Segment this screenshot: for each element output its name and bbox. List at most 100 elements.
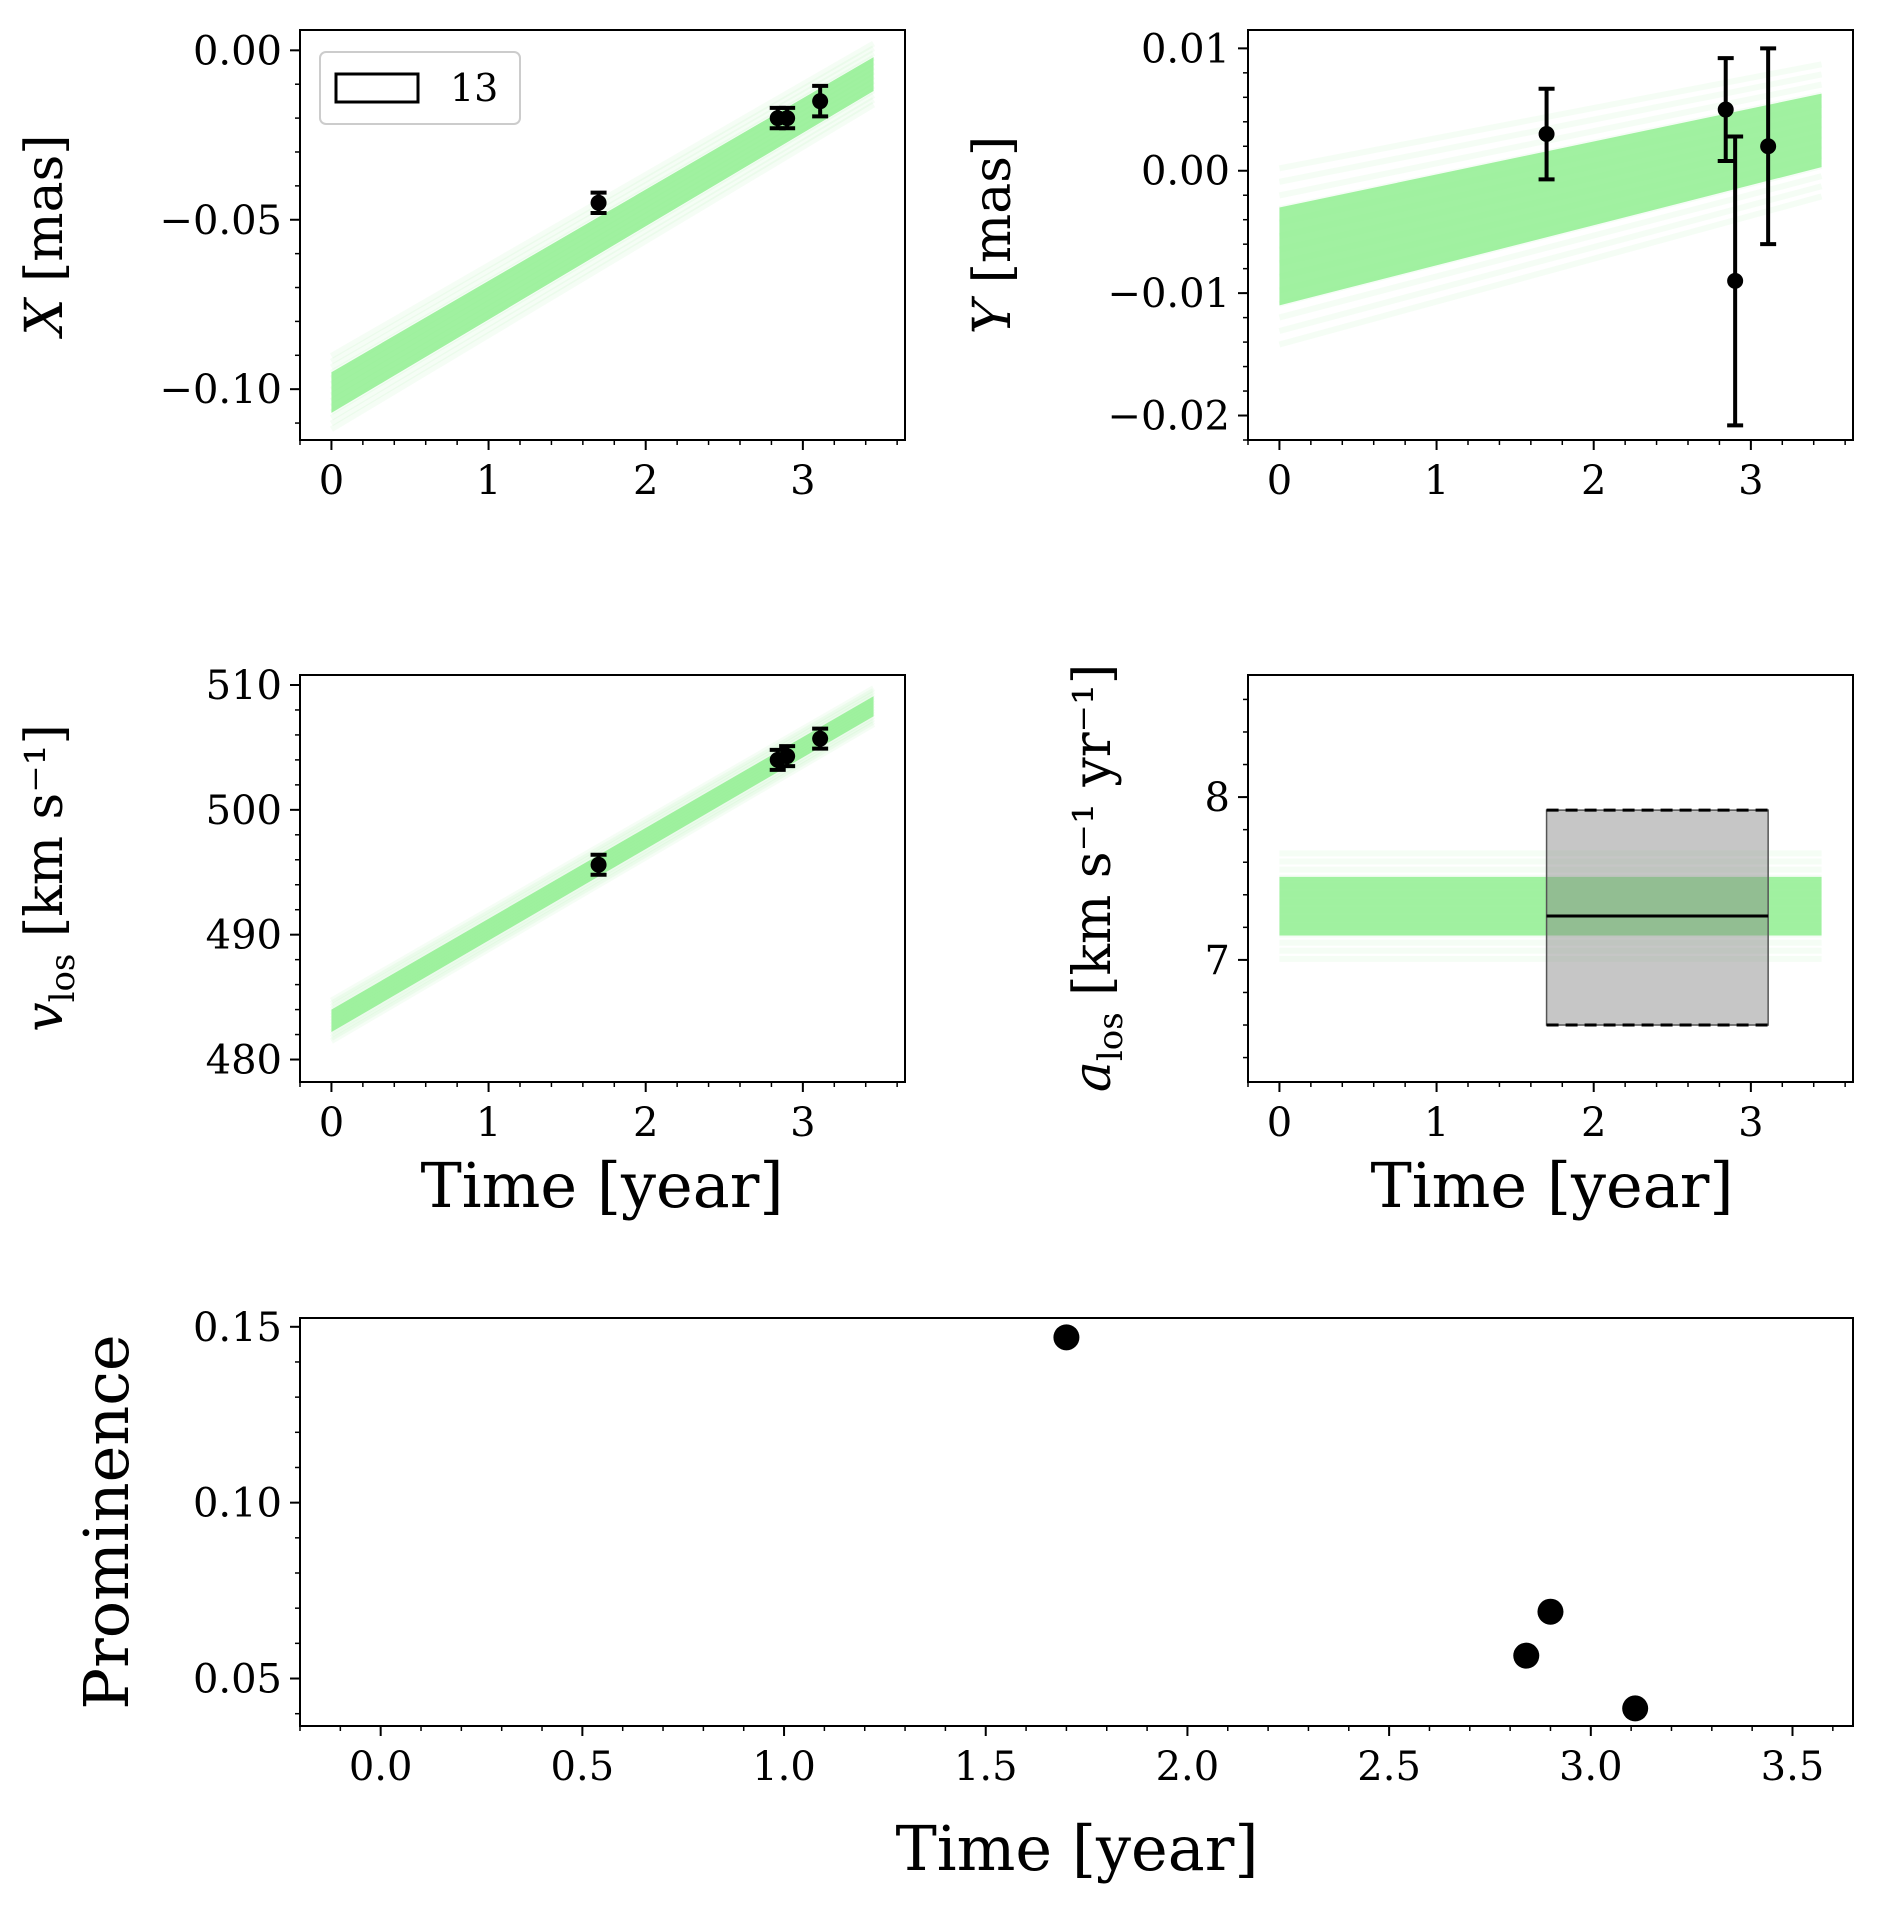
data-point — [779, 110, 796, 127]
posterior-sample-line — [1278, 173, 1823, 321]
x-tick-label: 2 — [1581, 458, 1606, 504]
data-points — [1538, 46, 1777, 428]
y-axis-subscript: los — [1091, 1012, 1131, 1061]
y-tick-label: 510 — [206, 663, 282, 709]
x-tick-label: 3 — [1738, 1100, 1763, 1146]
y-axis-subscript: los — [43, 954, 83, 1003]
data-point — [1513, 1642, 1540, 1669]
x-tick-label: 3.0 — [1559, 1744, 1623, 1790]
y-tick-label: 500 — [206, 788, 282, 834]
x-tick-label: 1.0 — [752, 1744, 816, 1790]
x-tick-label: 1.5 — [954, 1744, 1018, 1790]
x-tick-label: 0 — [1267, 1100, 1292, 1146]
data-point — [812, 730, 829, 747]
data-point — [1053, 1324, 1080, 1351]
data-points — [1053, 1324, 1649, 1722]
axes-frame — [299, 1317, 1854, 1727]
x-tick-label: 2 — [1581, 1100, 1606, 1146]
plot-area — [1278, 46, 1823, 428]
legend-label: 13 — [450, 66, 498, 110]
y-axis-symbol: a — [1063, 1061, 1123, 1092]
axes-frame — [299, 674, 906, 1083]
panel-line-of-sight-velocity: 0 1 2 3 480 490 500 510 vlos [km s⁻¹] — [15, 663, 906, 1146]
x-tick-label: 0 — [319, 1100, 344, 1146]
y-axis-symbol: Prominence — [70, 1334, 143, 1709]
y-tick-label: −0.10 — [159, 367, 282, 413]
x-axis-title-middle-right: Time [year] — [1370, 1149, 1733, 1222]
y-axis-symbol: Y — [963, 295, 1023, 334]
y-axis-unit: [km s⁻¹ yr⁻¹] — [1063, 664, 1123, 1013]
posterior-sample-line — [329, 688, 876, 1007]
posterior-sample-line — [1278, 61, 1823, 172]
posterior-sample-line — [329, 685, 876, 1004]
y-tick-label: 0.01 — [1141, 26, 1230, 72]
plot-area — [329, 40, 876, 432]
legend-swatch — [334, 72, 420, 104]
x-axis-ticks: 0 1 2 3 — [299, 440, 898, 504]
y-tick-label: 0.00 — [193, 28, 282, 74]
data-point — [1717, 101, 1734, 118]
x-tick-label: 1 — [1424, 1100, 1449, 1146]
x-tick-label: 1 — [476, 458, 501, 504]
x-tick-label: 2.5 — [1357, 1744, 1421, 1790]
y-axis-unit: [mas] — [963, 136, 1023, 300]
y-tick-label: 0.00 — [1141, 149, 1230, 195]
posterior-sample-line — [1278, 193, 1823, 348]
x-tick-label: 1 — [1424, 458, 1449, 504]
x-tick-label: 3 — [790, 458, 815, 504]
data-points — [590, 726, 829, 877]
y-axis-ticks: 480 490 500 510 — [206, 663, 300, 1084]
y-axis-title: Prominence — [70, 1334, 143, 1709]
plot-area — [1279, 808, 1822, 1027]
posterior-band — [1279, 850, 1822, 962]
posterior-band-core — [1279, 876, 1822, 936]
x-tick-label: 3 — [1738, 458, 1763, 504]
y-tick-label: 0.10 — [193, 1481, 282, 1527]
x-tick-label: 0 — [1267, 458, 1292, 504]
x-axis-title-middle-left: Time [year] — [420, 1149, 783, 1222]
acceleration-range-box — [1545, 808, 1769, 1027]
y-tick-label: 7 — [1205, 938, 1230, 984]
y-axis-ticks: −0.02 −0.01 0.00 0.01 — [1107, 26, 1248, 441]
y-axis-title: X [mas] — [15, 134, 75, 339]
y-axis-ticks: −0.10 −0.05 0.00 — [159, 28, 300, 424]
panel-prominence: 0.0 0.5 1.0 1.5 2.0 2.5 3.0 3.5 0.05 0.10 0.15 Prom… — [70, 1305, 1854, 1790]
data-point — [1538, 126, 1555, 143]
posterior-sample-line — [329, 50, 876, 370]
y-tick-label: 0.05 — [193, 1657, 282, 1703]
x-axis-ticks: 0 1 2 3 — [1247, 440, 1846, 504]
y-axis-title: alos [km s⁻¹ yr⁻¹] — [1063, 664, 1131, 1092]
posterior-sample-line — [1278, 183, 1823, 334]
data-point — [1760, 138, 1777, 155]
axes-frame — [1247, 29, 1854, 441]
y-tick-label: 490 — [206, 913, 282, 959]
y-axis-ticks: 78 — [1205, 698, 1248, 1059]
x-axis-title-bottom: Time [year] — [895, 1812, 1258, 1885]
x-tick-label: 2.0 — [1156, 1744, 1220, 1790]
panel-x-position: 0 1 2 3 −0.10 −0.05 0.00 X [mas] 13 — [15, 28, 906, 504]
posterior-sample-line — [329, 721, 876, 1044]
y-tick-label: −0.05 — [159, 198, 282, 244]
posterior-sample-line — [329, 97, 876, 427]
x-tick-label: 3 — [790, 1100, 815, 1146]
legend: 13 — [319, 51, 521, 125]
x-axis-ticks: 0.0 0.5 1.0 1.5 2.0 2.5 3.0 3.5 — [299, 1726, 1834, 1790]
y-axis-ticks: 0.05 0.10 0.15 — [193, 1305, 300, 1715]
x-tick-label: 1 — [476, 1100, 501, 1146]
x-axis-ticks: 0 1 2 3 — [1247, 1082, 1846, 1146]
data-point — [590, 194, 607, 211]
x-axis-ticks: 0 1 2 3 — [299, 1082, 898, 1146]
plot-area — [1053, 1324, 1649, 1722]
data-point — [1727, 272, 1744, 289]
plot-area — [329, 685, 876, 1044]
panel-y-position: 0 1 2 3 −0.02 −0.01 0.00 0.01 Y [mas] — [963, 26, 1854, 504]
posterior-sample-line — [329, 101, 876, 432]
posterior-band-core — [1279, 93, 1822, 306]
axes-frame — [299, 29, 906, 441]
y-tick-label: 0.15 — [193, 1305, 282, 1351]
y-tick-label: 480 — [206, 1038, 282, 1084]
y-axis-symbol: X — [15, 297, 75, 340]
data-points — [590, 83, 829, 215]
range-box-fill — [1545, 809, 1769, 1026]
